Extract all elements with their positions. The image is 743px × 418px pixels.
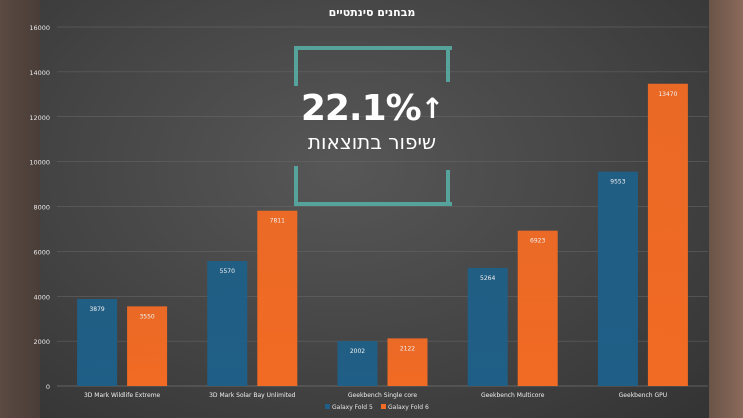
right-background-strip [709,0,743,418]
bar [337,341,378,386]
legend-label: Galaxy Fold 6 [388,404,429,411]
data-label: 7811 [270,218,285,225]
up-arrow-icon: ↑ [420,92,444,125]
improvement-percentage: 22.1%↑ [294,88,450,129]
bar [127,306,168,386]
bar [77,298,118,386]
bar [207,261,248,386]
improvement-caption: שיפור בתוצאות [307,130,437,154]
legend-swatch [381,404,386,409]
data-label: 9553 [610,179,625,186]
y-tick-label: 8000 [33,204,50,212]
category-label: 3D Mark Wildlife Extreme [84,392,161,399]
category-label: Geekbench Single core [348,392,417,399]
data-label: 6923 [530,238,545,245]
y-tick-label: 12000 [29,114,50,122]
bar [387,338,428,386]
category-label: 3D Mark Solar Bay Unlimited [209,392,296,399]
bar [467,267,508,386]
data-label: 2002 [350,348,365,355]
y-tick-label: 14000 [29,69,50,77]
data-label: 2122 [400,345,415,352]
y-tick-label: 10000 [29,159,50,167]
bar [597,171,638,386]
legend-label: Galaxy Fold 5 [332,404,373,411]
y-tick-label: 6000 [33,248,50,256]
data-label: 5570 [220,268,235,275]
bar [517,230,558,386]
data-label: 3879 [89,306,104,313]
y-tick-label: 4000 [33,293,50,301]
left-background-strip [0,0,40,418]
bar [257,210,298,386]
y-tick-label: 0 [46,383,50,391]
improvement-value: 22.1% [300,88,422,129]
data-label: 3550 [139,313,154,320]
category-label: Geekbench Multicore [481,392,545,399]
data-label: 13470 [658,91,677,98]
highlight-frame [294,46,452,206]
bar [647,83,688,386]
chart-title: מבחנים סינתטיים [329,6,416,19]
category-label: Geekbench GPU [619,392,667,399]
data-label: 5264 [480,275,495,282]
y-tick-label: 16000 [29,24,50,32]
legend-swatch [325,404,330,409]
y-tick-label: 2000 [33,338,50,346]
